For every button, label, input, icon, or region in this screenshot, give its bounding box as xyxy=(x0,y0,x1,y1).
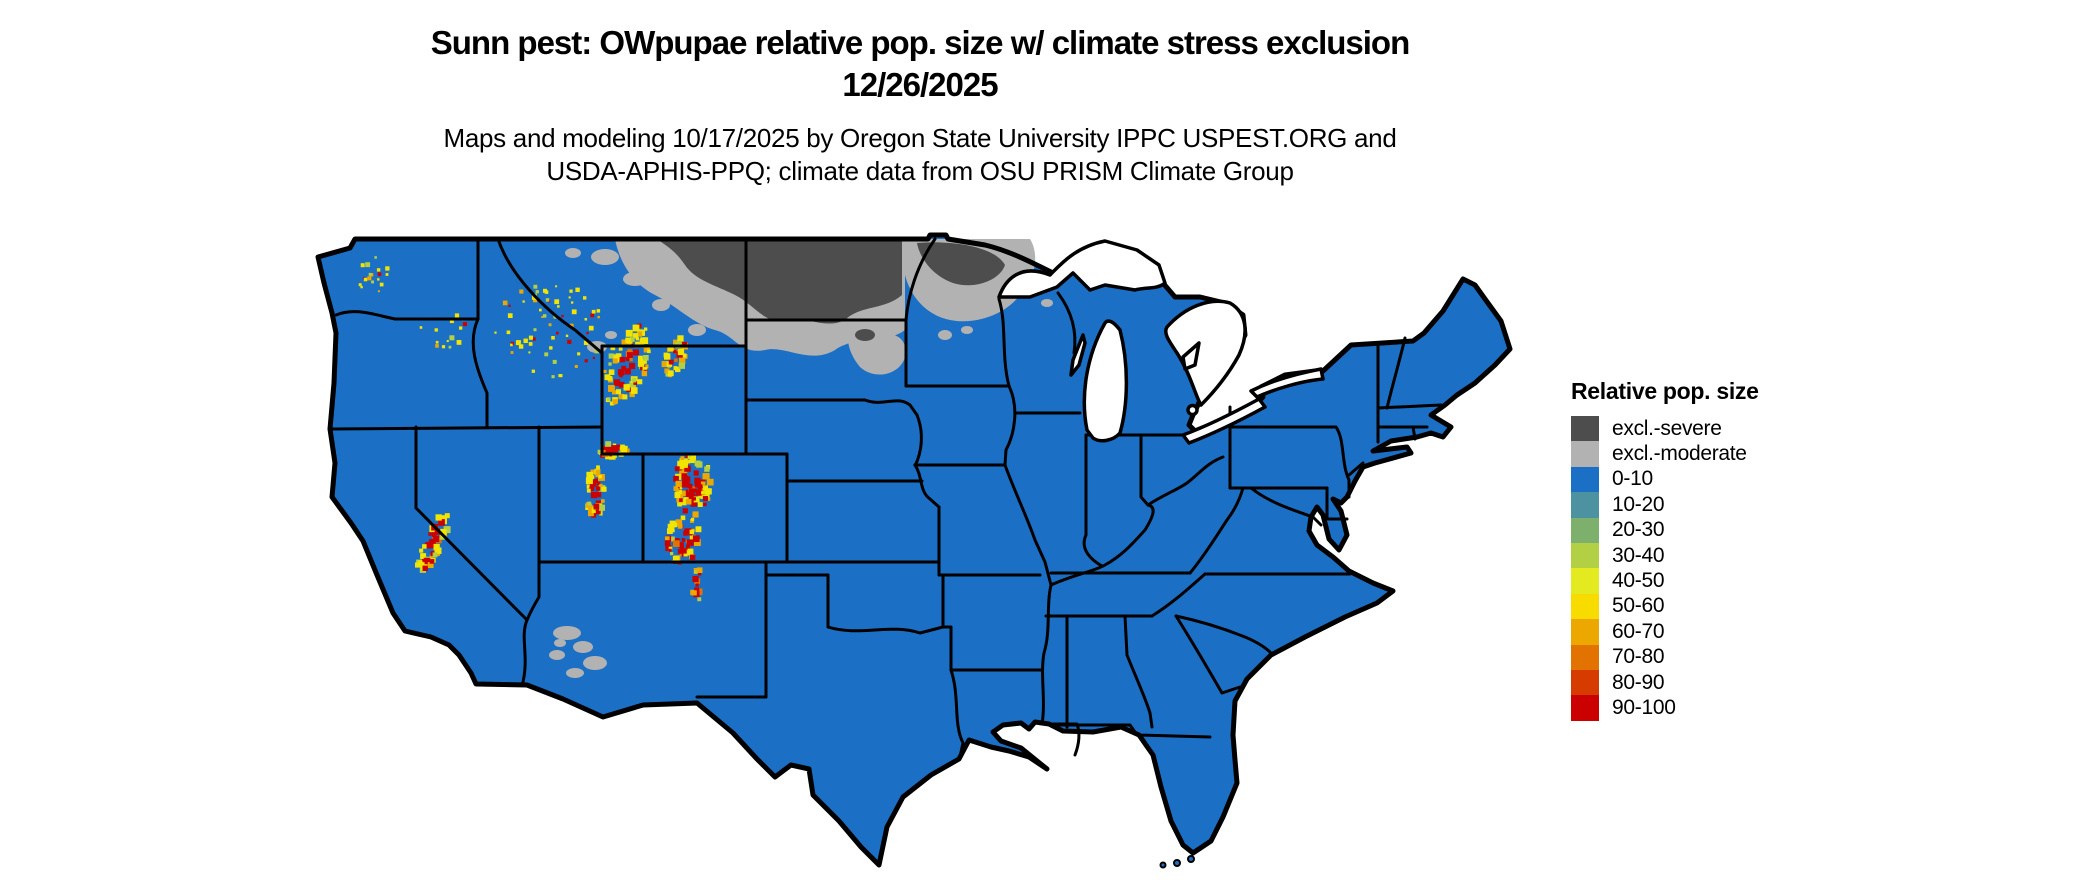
legend-label: 50-60 xyxy=(1612,594,1665,618)
legend-item-30-40: 30-40 xyxy=(1571,542,1931,569)
lake-st-clair xyxy=(1186,403,1199,417)
lake-huron xyxy=(1164,299,1247,407)
legend-label: 80-90 xyxy=(1612,670,1665,694)
legend-swatch-0-10 xyxy=(1571,466,1599,493)
figure-subtitle-line1: Maps and modeling 10/17/2025 by Oregon S… xyxy=(443,123,1397,153)
arizona-moderate-patches xyxy=(549,626,607,678)
legend-item-50-60: 50-60 xyxy=(1571,593,1931,620)
lake-erie xyxy=(1181,397,1267,445)
figure-title-block: Sunn pest: OWpupae relative pop. size w/… xyxy=(0,22,1840,106)
legend-item-10-20: 10-20 xyxy=(1571,492,1931,518)
legend-item-90-100: 90-100 xyxy=(1571,695,1931,721)
legend-swatch-excl.-severe xyxy=(1571,416,1599,442)
state-borders xyxy=(328,237,1443,759)
legend-swatch-20-30 xyxy=(1571,517,1599,543)
map-legend: Relative pop. size excl.-severe excl.-mod… xyxy=(1571,378,1931,721)
legend-item-60-70: 60-70 xyxy=(1571,619,1931,645)
legend-swatch-40-50 xyxy=(1571,568,1599,594)
figure-subtitle-line2: USDA-APHIS-PPQ; climate data from OSU PR… xyxy=(546,156,1294,186)
legend-label: 0-10 xyxy=(1612,467,1653,491)
green-bay xyxy=(1069,333,1087,377)
legend-item-20-30: 20-30 xyxy=(1571,517,1931,543)
legend-label: 40-50 xyxy=(1612,569,1665,593)
legend-label: excl.-moderate xyxy=(1612,442,1747,466)
legend-item-excl.-moderate: excl.-moderate xyxy=(1571,441,1931,467)
legend-item-excl.-severe: excl.-severe xyxy=(1571,416,1931,442)
legend-swatch-60-70 xyxy=(1571,619,1599,645)
legend-rows: excl.-severe excl.-moderate 0-10 10-20 20-30… xyxy=(1571,416,1931,721)
legend-item-80-90: 80-90 xyxy=(1571,669,1931,696)
legend-title: Relative pop. size xyxy=(1571,378,1759,404)
legend-swatch-50-60 xyxy=(1571,593,1599,620)
legend-item-0-10: 0-10 xyxy=(1571,466,1931,493)
legend-swatch-30-40 xyxy=(1571,542,1599,569)
legend-label: 70-80 xyxy=(1612,645,1665,669)
us-map xyxy=(305,229,1565,892)
lake-ontario xyxy=(1249,367,1325,399)
legend-label: 90-100 xyxy=(1612,695,1676,719)
legend-swatch-80-90 xyxy=(1571,669,1599,696)
legend-swatch-90-100 xyxy=(1571,695,1599,721)
legend-label: 20-30 xyxy=(1612,518,1665,542)
exclusion-severe-region xyxy=(657,239,1005,341)
us-map-svg xyxy=(305,229,1565,869)
legend-item-40-50: 40-50 xyxy=(1571,568,1931,594)
legend-label: excl.-severe xyxy=(1612,416,1722,440)
legend-swatch-70-80 xyxy=(1571,644,1599,670)
legend-item-70-80: 70-80 xyxy=(1571,644,1931,670)
legend-label: 30-40 xyxy=(1612,543,1665,567)
legend-swatch-excl.-moderate xyxy=(1571,441,1599,467)
figure-subtitle-block: Maps and modeling 10/17/2025 by Oregon S… xyxy=(0,122,1840,188)
lake-michigan xyxy=(1082,319,1129,443)
lake-superior xyxy=(997,239,1167,299)
great-lakes xyxy=(997,239,1325,445)
hotspots-layer xyxy=(358,256,714,602)
figure-title-date: 12/26/2025 xyxy=(842,66,998,103)
saginaw-bay xyxy=(1181,341,1201,371)
legend-label: 10-20 xyxy=(1612,492,1665,516)
legend-label: 60-70 xyxy=(1612,619,1665,643)
conus-base-shape xyxy=(318,235,1510,865)
legend-swatch-10-20 xyxy=(1571,492,1599,518)
florida-keys xyxy=(1159,855,1195,869)
figure-title: Sunn pest: OWpupae relative pop. size w/… xyxy=(430,24,1410,61)
